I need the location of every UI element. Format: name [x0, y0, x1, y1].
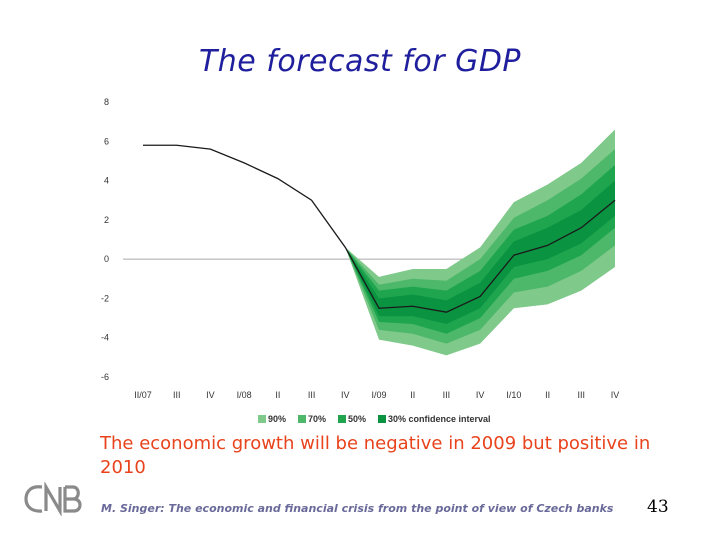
y-tick-label: -6: [101, 372, 109, 382]
x-tick-label: II/07: [134, 390, 152, 400]
slide-caption: The economic growth will be negative in …: [100, 433, 651, 478]
y-tick-label: 0: [104, 254, 109, 264]
x-tick-label: I/10: [506, 390, 521, 400]
legend-label: 30% confidence interval: [388, 414, 491, 424]
legend-label: 90%: [268, 414, 286, 424]
legend-swatch: [258, 415, 266, 423]
legend-swatch: [338, 415, 346, 423]
y-tick-label: 6: [104, 136, 109, 146]
page-number: 43: [647, 497, 669, 517]
y-tick-label: 2: [104, 215, 109, 225]
x-tick-label: III: [308, 390, 316, 400]
legend-label: 70%: [308, 414, 326, 424]
x-tick-label: I/08: [237, 390, 252, 400]
central-forecast-line: [143, 144, 616, 313]
slide-title: The forecast for GDP: [198, 44, 522, 79]
x-tick-label: III: [578, 390, 586, 400]
x-tick-label: IV: [206, 390, 215, 400]
x-tick-label: IV: [611, 390, 620, 400]
x-tick-label: I/09: [371, 390, 386, 400]
x-tick-label: IV: [476, 390, 485, 400]
footer-citation: M. Singer: The economic and financial cr…: [101, 502, 614, 515]
fan-band-30pct: [345, 180, 615, 324]
legend-swatch: [298, 415, 306, 423]
x-tick-label: II: [410, 390, 415, 400]
x-tick-label: III: [173, 390, 181, 400]
y-tick-label: 8: [104, 97, 109, 107]
legend-swatch: [378, 415, 386, 423]
y-tick-label: 4: [104, 176, 109, 186]
y-tick-label: -4: [101, 333, 109, 343]
y-tick-label: -2: [101, 293, 109, 303]
x-tick-label: II: [275, 390, 280, 400]
x-tick-label: II: [545, 390, 550, 400]
legend-label: 50%: [348, 414, 366, 424]
x-tick-label: IV: [341, 390, 350, 400]
x-tick-label: III: [443, 390, 451, 400]
fan-band-50pct: [345, 164, 615, 334]
cnb-logo-icon: [24, 482, 82, 516]
